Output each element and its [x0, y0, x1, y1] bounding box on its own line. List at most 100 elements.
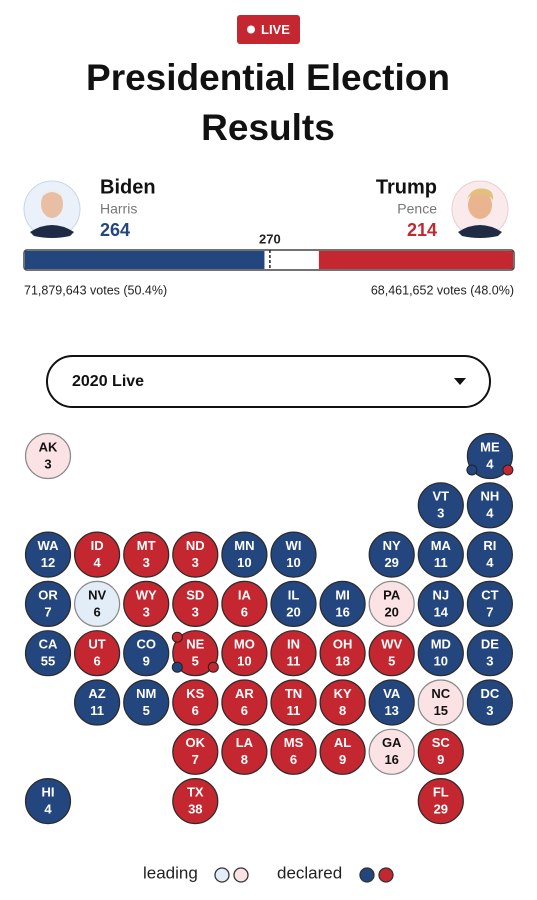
state-ev: 11 — [287, 703, 301, 718]
state: VA 13 — [368, 679, 415, 726]
state-circle — [466, 432, 513, 480]
state-ev: 6 — [93, 654, 100, 669]
state-ev: 6 — [290, 752, 297, 767]
state-circle — [466, 531, 513, 578]
state-abbr: NE — [186, 637, 204, 652]
state-circle — [270, 630, 317, 677]
state: WA 12 — [24, 531, 72, 578]
state: AR 6 — [221, 679, 268, 726]
state-circle — [319, 728, 366, 775]
state-circle — [24, 580, 72, 628]
state-abbr: MT — [137, 538, 156, 553]
state: WI 10 — [270, 531, 317, 578]
state-abbr: AL — [334, 735, 351, 750]
state: NV 6 — [73, 580, 121, 628]
state: IN 11 — [270, 630, 317, 677]
state-ev: 18 — [335, 654, 349, 669]
state-ev: 3 — [143, 604, 150, 619]
state-abbr: CA — [39, 637, 58, 652]
state-circle — [123, 580, 170, 628]
dropdown-caret[interactable] — [454, 378, 466, 385]
state-abbr: OR — [38, 587, 58, 602]
legend-label: leading — [143, 863, 198, 882]
state-abbr: DE — [481, 637, 499, 652]
state-ev: 8 — [241, 752, 248, 767]
state: DE 3 — [466, 630, 513, 677]
state-abbr: ND — [186, 538, 205, 553]
district-dot — [466, 464, 478, 476]
state-ev: 9 — [339, 752, 346, 767]
state-abbr: MI — [335, 587, 349, 602]
state-circle — [417, 777, 464, 825]
state-ev: 16 — [384, 752, 398, 767]
running-mate: Pence — [397, 201, 437, 217]
state-circle — [24, 432, 72, 480]
state-abbr: WV — [381, 637, 402, 652]
state-abbr: DC — [481, 686, 500, 701]
state-abbr: MO — [234, 637, 255, 652]
state: IL 20 — [270, 580, 317, 628]
state-abbr: GA — [382, 735, 402, 750]
state-abbr: RI — [483, 538, 496, 553]
biden-photo — [23, 180, 81, 238]
state: ID 4 — [73, 531, 121, 578]
state: DC 3 — [466, 679, 513, 726]
live-badge — [237, 15, 300, 44]
state-ev: 11 — [287, 654, 301, 669]
electoral-votes: 264 — [100, 220, 130, 240]
state-ev: 8 — [339, 703, 346, 718]
state-ev: 9 — [437, 752, 444, 767]
state-circle — [368, 580, 415, 628]
state-abbr: WI — [286, 538, 302, 553]
state: CT 7 — [466, 580, 513, 628]
dropdown-label[interactable]: 2020 Live — [72, 373, 144, 390]
state: LA 8 — [221, 728, 268, 775]
state-circle — [417, 531, 464, 578]
state-circle — [221, 531, 268, 578]
year-selector[interactable]: 2020 Live — [46, 355, 491, 408]
state: NE 5 — [172, 630, 219, 677]
state-circle — [417, 482, 464, 529]
state-ev: 3 — [437, 506, 444, 521]
state: VT 3 — [417, 482, 464, 529]
state-abbr: VA — [383, 686, 401, 701]
state-circle — [417, 728, 464, 775]
state: FL 29 — [417, 777, 464, 825]
state: UT 6 — [73, 630, 121, 677]
state-ev: 4 — [486, 555, 494, 570]
state-abbr: NY — [383, 538, 401, 553]
state-circle — [270, 728, 317, 775]
legend-swatch — [378, 867, 394, 883]
state-ev: 3 — [486, 703, 493, 718]
legend-swatch — [233, 867, 249, 883]
state-ev: 6 — [241, 604, 248, 619]
state-circle — [73, 679, 121, 726]
title: Results — [201, 107, 335, 148]
state: KY 8 — [319, 679, 366, 726]
state-abbr: IA — [238, 587, 252, 602]
state-ev: 13 — [384, 703, 398, 718]
legend-swatch — [214, 867, 230, 883]
state-circle — [368, 728, 415, 775]
state-circle — [172, 630, 219, 677]
district-dot — [207, 661, 219, 673]
state-circle — [221, 679, 268, 726]
state: AZ 11 — [73, 679, 121, 726]
dropdown[interactable] — [46, 355, 491, 408]
state-circle — [466, 580, 513, 628]
state-ev: 6 — [192, 703, 199, 718]
state: OH 18 — [319, 630, 366, 677]
state: PA 20 — [368, 580, 415, 628]
state: AK 3 — [24, 432, 72, 480]
state-circle — [24, 630, 72, 677]
state-abbr: AK — [39, 439, 58, 454]
state-abbr: AR — [235, 686, 254, 701]
state-abbr: CT — [481, 587, 498, 602]
state-ev: 4 — [486, 456, 494, 471]
state-circle — [123, 630, 170, 677]
state-abbr: TN — [285, 686, 302, 701]
state-abbr: NH — [481, 489, 500, 504]
trump-photo — [451, 180, 509, 238]
state: NH 4 — [466, 482, 513, 529]
state-ev: 6 — [241, 703, 248, 718]
